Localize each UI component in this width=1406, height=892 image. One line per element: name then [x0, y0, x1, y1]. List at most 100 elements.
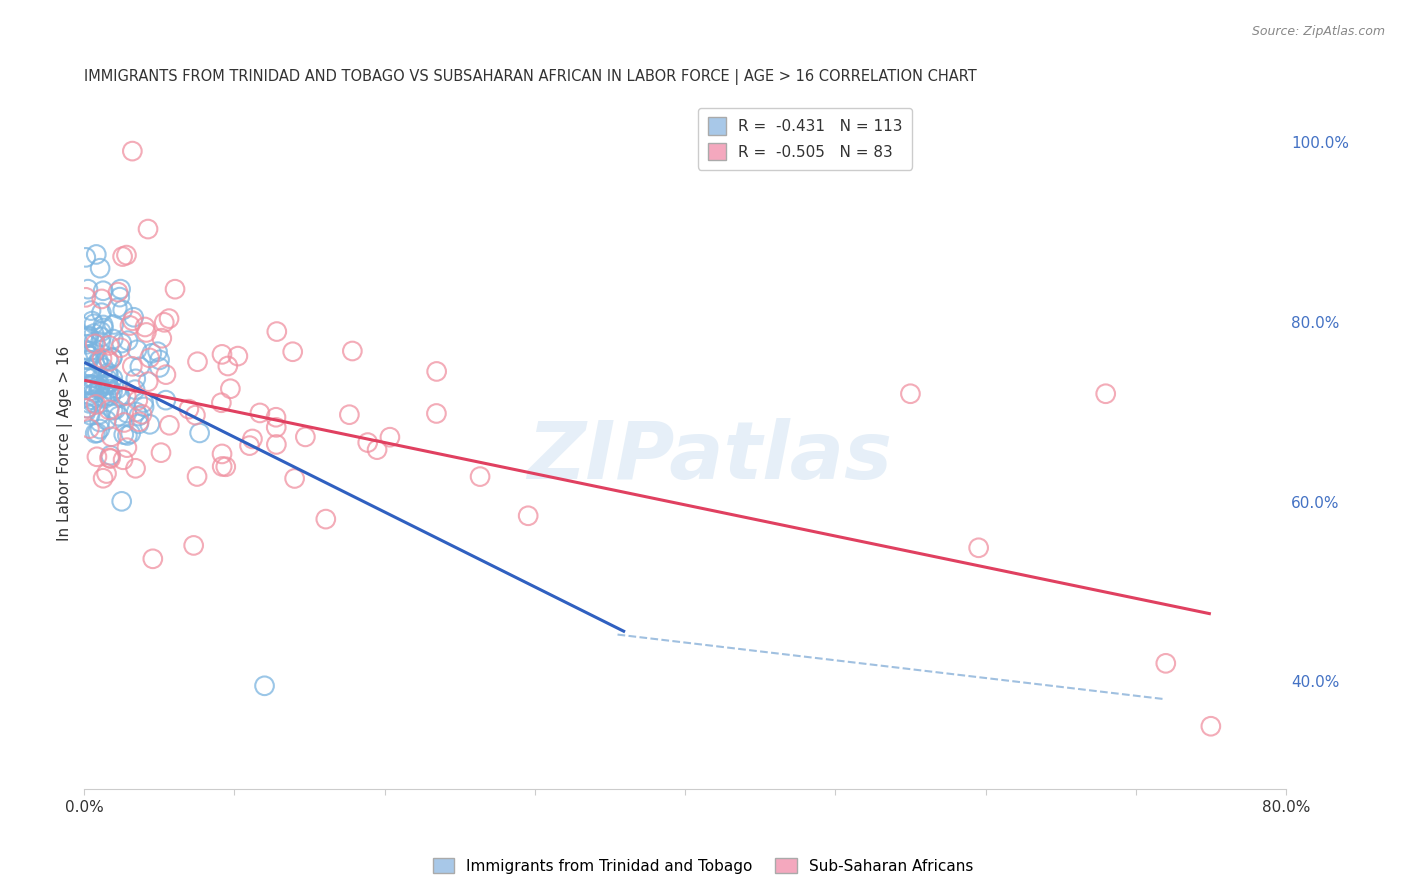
- Point: [83, 326, 105, 341]
- Point: [91, 318, 114, 332]
- Point: [77, 348, 100, 362]
- Point: [128, 417, 150, 431]
- Point: [101, 351, 124, 365]
- Point: [136, 375, 159, 389]
- Point: [242, 432, 264, 446]
- Point: [75, 251, 97, 265]
- Point: [128, 415, 150, 429]
- Point: [238, 439, 260, 453]
- Legend: Immigrants from Trinidad and Tobago, Sub-Saharan Africans: Immigrants from Trinidad and Tobago, Sub…: [426, 852, 980, 880]
- Text: IMMIGRANTS FROM TRINIDAD AND TOBAGO VS SUBSAHARAN AFRICAN IN LABOR FORCE | AGE >: IMMIGRANTS FROM TRINIDAD AND TOBAGO VS S…: [84, 69, 977, 85]
- Point: [100, 389, 122, 403]
- Point: [89, 381, 111, 395]
- Point: [115, 441, 138, 455]
- Point: [136, 222, 159, 236]
- Point: [79, 408, 101, 422]
- Point: [342, 344, 364, 359]
- Point: [211, 447, 233, 461]
- Point: [122, 310, 145, 325]
- Point: [83, 317, 105, 331]
- Point: [100, 448, 122, 462]
- Point: [209, 395, 232, 409]
- Point: [264, 410, 287, 425]
- Point: [141, 346, 163, 360]
- Point: [139, 417, 162, 432]
- Point: [76, 331, 98, 345]
- Point: [128, 409, 150, 423]
- Point: [82, 361, 104, 376]
- Point: [115, 389, 138, 403]
- Point: [120, 426, 142, 441]
- Point: [150, 445, 173, 459]
- Point: [93, 361, 115, 376]
- Point: [121, 359, 143, 374]
- Point: [91, 351, 114, 366]
- Point: [89, 422, 111, 436]
- Point: [110, 341, 132, 355]
- Legend: R =  -0.431   N = 113, R =  -0.505   N = 83: R = -0.431 N = 113, R = -0.505 N = 83: [699, 108, 912, 169]
- Point: [82, 396, 104, 410]
- Point: [84, 345, 107, 359]
- Point: [157, 418, 180, 433]
- Point: [77, 282, 100, 296]
- Point: [98, 402, 121, 417]
- Point: [107, 285, 129, 299]
- Point: [366, 442, 388, 457]
- Point: [131, 407, 153, 421]
- Point: [103, 378, 125, 392]
- Point: [96, 389, 118, 403]
- Point: [87, 383, 110, 397]
- Point: [87, 356, 110, 370]
- Point: [150, 331, 173, 345]
- Point: [186, 355, 208, 369]
- Point: [1094, 386, 1116, 401]
- Point: [110, 282, 132, 296]
- Point: [89, 408, 111, 422]
- Point: [91, 284, 114, 298]
- Point: [80, 384, 103, 398]
- Point: [90, 292, 112, 306]
- Y-axis label: In Labor Force | Age > 16: In Labor Force | Age > 16: [58, 345, 73, 541]
- Point: [186, 469, 208, 483]
- Point: [76, 353, 98, 368]
- Point: [281, 344, 304, 359]
- Point: [1199, 719, 1222, 733]
- Point: [135, 326, 157, 340]
- Point: [111, 250, 134, 264]
- Point: [121, 314, 143, 328]
- Point: [294, 430, 316, 444]
- Point: [188, 425, 211, 440]
- Point: [266, 437, 288, 451]
- Point: [108, 389, 131, 403]
- Point: [266, 325, 288, 339]
- Point: [93, 392, 115, 406]
- Point: [108, 290, 131, 304]
- Point: [87, 353, 110, 368]
- Point: [967, 541, 990, 555]
- Point: [118, 318, 141, 333]
- Point: [79, 377, 101, 392]
- Point: [80, 303, 103, 318]
- Point: [110, 390, 132, 404]
- Point: [97, 378, 120, 392]
- Point: [217, 359, 239, 373]
- Point: [357, 435, 380, 450]
- Point: [125, 372, 148, 386]
- Point: [132, 400, 155, 414]
- Point: [84, 426, 107, 441]
- Point: [264, 420, 287, 434]
- Point: [127, 393, 149, 408]
- Point: [101, 403, 124, 417]
- Point: [76, 337, 98, 351]
- Point: [96, 376, 118, 391]
- Point: [1154, 657, 1177, 671]
- Point: [75, 343, 97, 358]
- Point: [103, 318, 125, 332]
- Point: [219, 382, 242, 396]
- Point: [101, 384, 124, 399]
- Point: [97, 352, 120, 367]
- Point: [315, 512, 337, 526]
- Point: [124, 383, 146, 397]
- Point: [86, 425, 108, 440]
- Point: [425, 407, 447, 421]
